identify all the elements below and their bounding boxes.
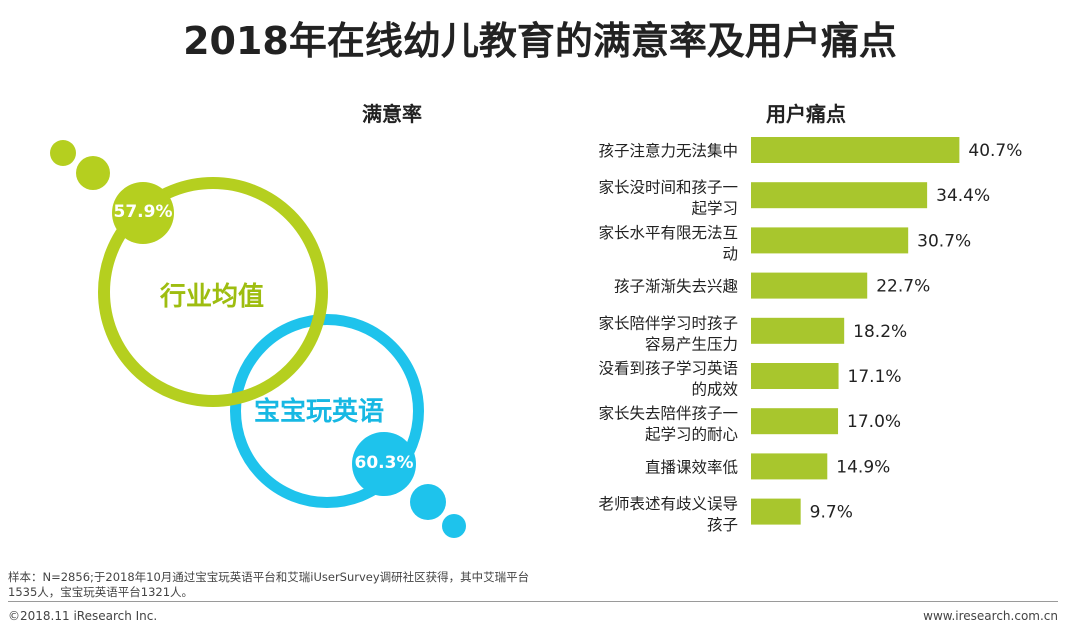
category-label-6-line-1: 起学习的耐心 [645,426,738,444]
bar-1 [751,182,928,209]
category-label-1-line-1: 起学习 [691,200,738,218]
category-label-3-line-0: 孩子渐渐失去兴趣 [614,278,738,296]
bar-value-label-7: 14.9% [836,457,890,477]
bar-value-label-1: 34.4% [936,186,990,206]
industry-average-value-label: 57.9% [113,202,173,222]
baobao-ring [230,314,424,508]
decorative-blue-dot-small [442,514,466,538]
industry-average-value-bubble [112,182,174,244]
bar-7 [751,453,828,480]
website: www.iresearch.com.cn [923,609,1058,623]
bar-value-label-0: 40.7% [968,141,1022,161]
bar-5 [751,363,839,389]
bar-3 [751,272,868,299]
footer-divider [8,601,1058,602]
category-label-2-line-1: 动 [722,245,738,263]
bar-0 [751,137,960,163]
bar-4 [751,317,845,344]
industry-average-label: 行业均值 [159,282,264,312]
bar-2 [751,227,909,254]
decorative-green-dot-medium [76,156,110,190]
category-label-8-line-1: 孩子 [707,516,738,534]
page-title: 2018年在线幼儿教育的满意率及用户痛点 [183,19,897,63]
category-label-7-line-0: 直播课效率低 [645,458,738,476]
pain-points-section-title: 用户痛点 [766,102,846,126]
bar-value-label-4: 18.2% [853,322,907,342]
bar-value-label-3: 22.7% [876,277,930,297]
bar-value-label-5: 17.1% [848,367,902,387]
category-label-0-line-0: 孩子注意力无法集中 [598,141,738,160]
baobao-label: 宝宝玩英语 [253,397,384,427]
bar-8 [751,498,801,525]
baobao-value-label: 60.3% [354,453,414,473]
category-label-4-line-0: 家长陪伴学习时孩子 [598,314,738,332]
category-label-5-line-0: 没看到孩子学习英语 [598,360,738,378]
bar-value-label-2: 30.7% [917,231,971,251]
baobao-value-bubble [352,432,416,496]
bar-6 [751,408,839,435]
bar-value-label-8: 9.7% [810,503,853,523]
decorative-blue-dot-medium [410,484,446,520]
bar-value-label-6: 17.0% [847,412,901,432]
category-label-4-line-1: 容易产生压力 [645,335,738,353]
category-label-8-line-0: 老师表述有歧义误导 [598,495,738,513]
satisfaction-section-title: 满意率 [362,102,422,126]
category-label-1-line-0: 家长没时间和孩子一 [598,179,738,197]
category-label-2-line-0: 家长水平有限无法互 [598,224,738,242]
sample-note: 样本：N=2856;于2018年10月通过宝宝玩英语平台和艾瑞iUserSurv… [8,570,530,599]
copyright: ©2018.11 iResearch Inc. [8,609,158,623]
category-label-5-line-1: 的成效 [691,381,738,399]
decorative-green-dot-small [50,140,76,166]
category-label-6-line-0: 家长失去陪伴孩子一 [598,405,738,423]
